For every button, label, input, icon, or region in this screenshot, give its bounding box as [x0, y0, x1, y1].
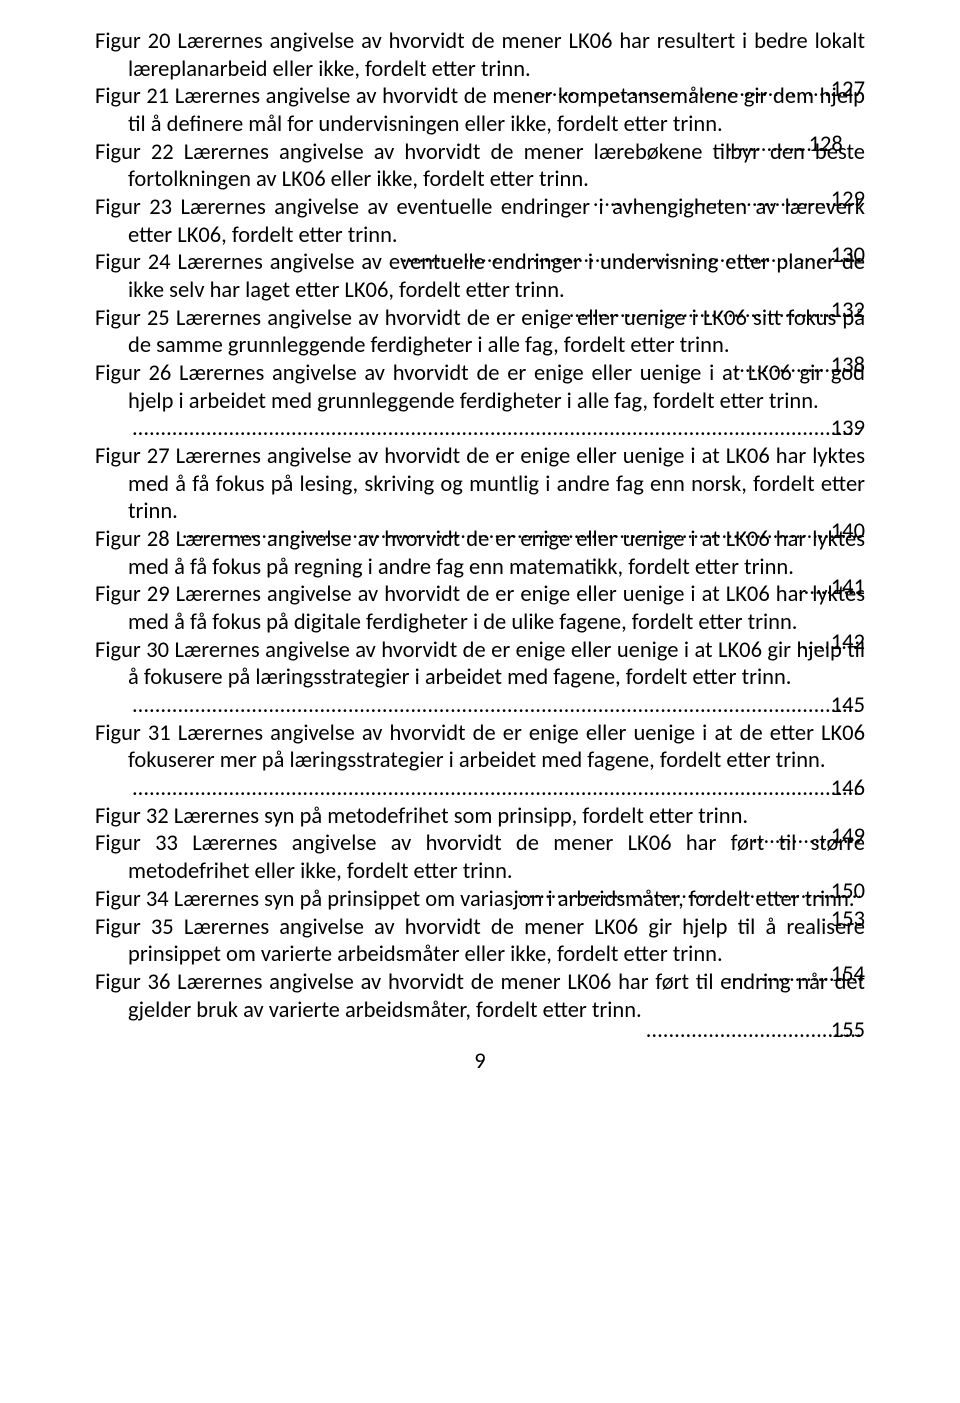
list-of-figures: Figur 20 Lærernes angivelse av hvorvidt … — [95, 28, 865, 1024]
toc-entry: Figur 22 Lærernes angivelse av hvorvidt … — [95, 139, 865, 194]
toc-leader-dots: ........................................… — [132, 692, 860, 720]
toc-entry: Figur 26 Lærernes angivelse av hvorvidt … — [95, 360, 865, 443]
toc-entry-description: Figur 34 Lærernes syn på prinsippet om v… — [95, 886, 855, 913]
toc-entry-description: Figur 29 Lærernes angivelse av hvorvidt … — [95, 581, 865, 636]
toc-entry: Figur 20 Lærernes angivelse av hvorvidt … — [95, 28, 865, 83]
toc-entry: Figur 25 Lærernes angivelse av hvorvidt … — [95, 305, 865, 360]
toc-entry: Figur 30 Lærernes angivelse av hvorvidt … — [95, 637, 865, 720]
toc-entry-description: Figur 20 Lærernes angivelse av hvorvidt … — [95, 28, 865, 83]
toc-entry-description: Figur 32 Lærernes syn på metodefrihet so… — [95, 803, 748, 830]
toc-entry-description: Figur 22 Lærernes angivelse av hvorvidt … — [95, 139, 865, 194]
toc-entry: Figur 21 Lærernes angivelse av hvorvidt … — [95, 83, 865, 138]
toc-entry-page: 145 — [864, 692, 865, 720]
toc-entry-description: Figur 30 Lærernes angivelse av hvorvidt … — [95, 637, 865, 692]
toc-entry: Figur 29 Lærernes angivelse av hvorvidt … — [95, 581, 865, 636]
toc-entry: Figur 28 Lærernes angivelse av hvorvidt … — [95, 526, 865, 581]
toc-entry-description: Figur 25 Lærernes angivelse av hvorvidt … — [95, 305, 865, 360]
toc-entry: Figur 36 Lærernes angivelse av hvorvidt … — [95, 969, 865, 1024]
toc-entry-description: Figur 31 Lærernes angivelse av hvorvidt … — [95, 720, 865, 775]
toc-entry: Figur 33 Lærernes angivelse av hvorvidt … — [95, 830, 865, 885]
toc-entry-page: 155 — [864, 1017, 865, 1045]
toc-entry-page: 146 — [864, 775, 865, 803]
toc-entry-description: Figur 23 Lærernes angivelse av eventuell… — [95, 194, 865, 249]
toc-entry-description: Figur 28 Lærernes angivelse av hvorvidt … — [95, 526, 865, 581]
toc-entry: Figur 32 Lærernes syn på metodefrihet so… — [95, 803, 865, 831]
toc-entry: Figur 34 Lærernes syn på prinsippet om v… — [95, 886, 865, 914]
toc-entry: Figur 31 Lærernes angivelse av hvorvidt … — [95, 720, 865, 803]
toc-leader-dots: ........................................… — [646, 1017, 860, 1045]
toc-entry-description: Figur 26 Lærernes angivelse av hvorvidt … — [95, 360, 865, 415]
toc-entry: Figur 35 Lærernes angivelse av hvorvidt … — [95, 914, 865, 969]
page-number: 9 — [95, 1048, 865, 1076]
toc-leader-dots: ........................................… — [132, 415, 860, 443]
toc-entry-description: Figur 33 Lærernes angivelse av hvorvidt … — [95, 830, 865, 885]
toc-entry-description: Figur 36 Lærernes angivelse av hvorvidt … — [95, 969, 865, 1024]
toc-entry: Figur 24 Lærernes angivelse av eventuell… — [95, 249, 865, 304]
toc-entry-description: Figur 21 Lærernes angivelse av hvorvidt … — [95, 83, 865, 138]
toc-entry-description: Figur 24 Lærernes angivelse av eventuell… — [95, 249, 865, 304]
toc-leader-dots: ........................................… — [132, 775, 860, 803]
toc-entry-description: Figur 35 Lærernes angivelse av hvorvidt … — [95, 914, 865, 969]
toc-entry: Figur 27 Lærernes angivelse av hvorvidt … — [95, 443, 865, 526]
toc-entry-page: 139 — [864, 415, 865, 443]
toc-entry-description: Figur 27 Lærernes angivelse av hvorvidt … — [95, 443, 865, 525]
toc-entry: Figur 23 Lærernes angivelse av eventuell… — [95, 194, 865, 249]
